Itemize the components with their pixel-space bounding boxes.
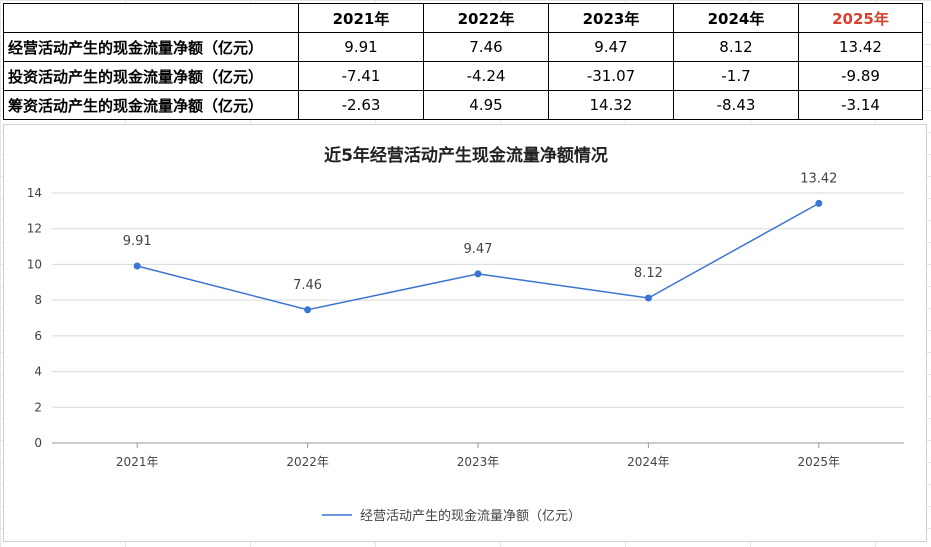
cell-financing-2021[interactable]: -2.63 (298, 90, 424, 120)
header-cell-2024[interactable]: 2024年 (673, 3, 799, 33)
x-tick-label: 2022年 (286, 455, 329, 469)
data-point[interactable] (133, 262, 141, 270)
row-label-investing[interactable]: 投资活动产生的现金流量净额（亿元） (3, 61, 299, 91)
cell-financing-2023[interactable]: 14.32 (548, 90, 674, 120)
cell-operating-2021[interactable]: 9.91 (298, 32, 424, 62)
data-label: 8.12 (634, 266, 663, 281)
y-tick-label: 8 (34, 293, 42, 307)
gridlines (52, 192, 904, 408)
x-tick-label: 2024年 (627, 455, 670, 469)
cell-operating-2025[interactable]: 13.42 (798, 32, 923, 62)
y-tick-label: 4 (34, 365, 42, 379)
table-header-row: 2021年 2022年 2023年 2024年 2025年 (3, 3, 923, 33)
data-label: 9.91 (123, 234, 152, 249)
cell-investing-2024[interactable]: -1.7 (673, 61, 799, 91)
header-cell-empty[interactable] (3, 3, 299, 33)
header-cell-2023[interactable]: 2023年 (548, 3, 674, 33)
y-tick-label: 0 (34, 436, 42, 450)
row-label-operating[interactable]: 经营活动产生的现金流量净额（亿元） (3, 32, 299, 62)
cell-financing-2022[interactable]: 4.95 (423, 90, 549, 120)
legend[interactable]: 经营活动产生的现金流量净额（亿元） (322, 508, 581, 524)
x-tick-label: 2021年 (116, 455, 159, 469)
chart-title: 近5年经营活动产生现金流量净额情况 (324, 145, 608, 166)
data-label: 7.46 (293, 278, 322, 293)
cell-investing-2023[interactable]: -31.07 (548, 61, 674, 91)
cell-operating-2022[interactable]: 7.46 (423, 32, 549, 62)
cell-investing-2025[interactable]: -9.89 (798, 61, 923, 91)
line-chart[interactable]: 近5年经营活动产生现金流量净额情况 0 2 4 6 8 10 12 14 2021年 2022年 2… (3, 124, 927, 542)
cell-investing-2022[interactable]: -4.24 (423, 61, 549, 91)
y-tick-label: 14 (27, 186, 42, 200)
row-label-financing[interactable]: 筹资活动产生的现金流量净额（亿元） (3, 90, 299, 120)
y-tick-label: 12 (27, 222, 42, 236)
cell-financing-2025[interactable]: -3.14 (798, 90, 923, 120)
data-label: 9.47 (464, 242, 493, 257)
y-tick-label: 10 (27, 257, 42, 271)
cell-investing-2021[interactable]: -7.41 (298, 61, 424, 91)
legend-label: 经营活动产生的现金流量净额（亿元） (360, 508, 581, 524)
header-cell-2021[interactable]: 2021年 (298, 3, 424, 33)
data-point[interactable] (474, 270, 482, 278)
y-tick-label: 6 (34, 329, 42, 343)
data-point[interactable] (815, 199, 823, 207)
axes: 0 2 4 6 8 10 12 14 2021年 2022年 2023年 2024年 2025年 (27, 186, 904, 469)
header-cell-2025[interactable]: 2025年 (798, 3, 923, 33)
header-cell-2022[interactable]: 2022年 (423, 3, 549, 33)
cell-operating-2024[interactable]: 8.12 (673, 32, 799, 62)
cash-flow-table: 2021年 2022年 2023年 2024年 2025年 经营活动产生的现金流… (3, 3, 923, 120)
data-point[interactable] (644, 294, 652, 302)
data-label: 13.42 (800, 171, 837, 186)
table-row-financing: 筹资活动产生的现金流量净额（亿元） -2.63 4.95 14.32 -8.43… (3, 90, 923, 120)
cell-financing-2024[interactable]: -8.43 (673, 90, 799, 120)
table-row-operating: 经营活动产生的现金流量净额（亿元） 9.91 7.46 9.47 8.12 13… (3, 32, 923, 62)
line-chart-svg: 近5年经营活动产生现金流量净额情况 0 2 4 6 8 10 12 14 2021年 2022年 2… (27, 145, 904, 524)
data-point[interactable] (304, 306, 312, 314)
cell-operating-2023[interactable]: 9.47 (548, 32, 674, 62)
series-layer: 9.91 7.46 9.47 8.12 13.42 (123, 171, 837, 314)
y-tick-label: 2 (34, 400, 42, 414)
table-row-investing: 投资活动产生的现金流量净额（亿元） -7.41 -4.24 -31.07 -1.… (3, 61, 923, 91)
x-tick-label: 2025年 (798, 455, 841, 469)
x-tick-label: 2023年 (457, 455, 500, 469)
